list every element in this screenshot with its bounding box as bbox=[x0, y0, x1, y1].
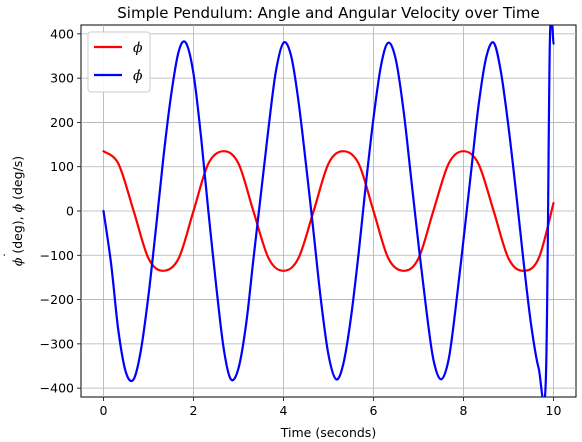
y-axis-label-part: ϕ bbox=[10, 257, 25, 266]
legend: ϕ ϕ̇ bbox=[87, 31, 151, 93]
x-tick-label: 0 bbox=[100, 403, 108, 418]
y-axis-label-part: (deg/s) bbox=[10, 156, 25, 204]
grid bbox=[81, 25, 576, 397]
y-tick-label: 0 bbox=[66, 204, 74, 219]
y-tick-label: 400 bbox=[50, 26, 74, 41]
legend-label: ϕ̇ bbox=[133, 68, 143, 84]
y-tick-label: 100 bbox=[50, 159, 74, 174]
y-tick-label: −300 bbox=[40, 336, 74, 351]
x-tick-label: 2 bbox=[190, 403, 198, 418]
y-tick-label: 200 bbox=[50, 115, 74, 130]
x-tick-label: 4 bbox=[280, 403, 288, 418]
series-line-phi bbox=[102, 150, 555, 272]
x-tick-label: 6 bbox=[370, 403, 378, 418]
chart-title: Simple Pendulum: Angle and Angular Veloc… bbox=[117, 4, 539, 22]
legend-label: ϕ bbox=[133, 40, 143, 56]
y-axis-ticks: −400 −300 −200 −100 0 100 200 300 400 bbox=[40, 26, 81, 396]
x-tick-label: 8 bbox=[460, 403, 468, 418]
y-axis-label: ϕ (deg), ϕ (deg/s) bbox=[10, 156, 25, 266]
series-line-phi-dot bbox=[102, 25, 555, 397]
x-tick-label: 10 bbox=[546, 403, 562, 418]
y-axis-label-dot: ˙ bbox=[1, 252, 16, 258]
y-axis-label-part: (deg), bbox=[10, 212, 25, 257]
y-tick-label: −200 bbox=[40, 292, 74, 307]
y-tick-label: −400 bbox=[40, 381, 74, 396]
y-tick-label: −100 bbox=[40, 248, 74, 263]
y-axis-label-part: ϕ bbox=[10, 203, 25, 212]
series-group bbox=[102, 25, 555, 397]
y-tick-label: 300 bbox=[50, 71, 74, 86]
x-axis-label: Time (seconds) bbox=[280, 425, 376, 440]
x-axis-ticks: 0 2 4 6 8 10 bbox=[100, 397, 562, 418]
